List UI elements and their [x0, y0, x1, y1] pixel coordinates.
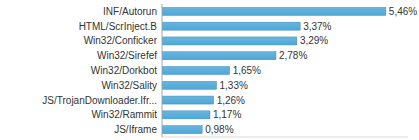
category-axis-line: [162, 4, 163, 137]
data-label: 2,78%: [279, 50, 307, 61]
bars: [162, 7, 386, 133]
data-label: 0,98%: [205, 124, 233, 135]
data-label: 1,26%: [217, 95, 245, 106]
category-label: JS/TrojanDownloader.Ifr...: [42, 95, 157, 106]
category-label: JS/Iframe: [114, 124, 157, 135]
labels: 5,46% INF/Autorun 3,37% HTML/ScrInject.B 3,2…: [42, 6, 417, 135]
data-label: 3,29%: [300, 35, 328, 46]
bar: [162, 37, 297, 45]
category-label: Win32/Sirefef: [97, 50, 157, 61]
chart-svg: 5,46% INF/Autorun 3,37% HTML/ScrInject.B 3,2…: [0, 0, 419, 140]
data-label: 5,46%: [389, 6, 417, 17]
category-label: Win32/Conficker: [84, 35, 158, 46]
data-label: 1,33%: [220, 80, 248, 91]
value-axis-line: [162, 137, 408, 138]
bar: [162, 126, 202, 134]
chart: 5,46% INF/Autorun 3,37% HTML/ScrInject.B 3,2…: [0, 0, 419, 140]
category-label: HTML/ScrInject.B: [79, 21, 158, 32]
bar: [162, 67, 230, 75]
category-label: INF/Autorun: [103, 6, 157, 17]
data-label: 1,65%: [233, 65, 261, 76]
bar: [162, 111, 210, 119]
bar: [162, 52, 276, 60]
category-label: Win32/Dorkbot: [91, 65, 157, 76]
data-label: 1,17%: [213, 109, 241, 120]
bar: [162, 22, 300, 30]
bar: [162, 81, 217, 89]
bar: [162, 96, 214, 104]
category-label: Win32/Rammit: [91, 109, 157, 120]
category-label: Win32/Sality: [101, 80, 157, 91]
bar: [162, 7, 386, 15]
data-label: 3,37%: [303, 21, 331, 32]
